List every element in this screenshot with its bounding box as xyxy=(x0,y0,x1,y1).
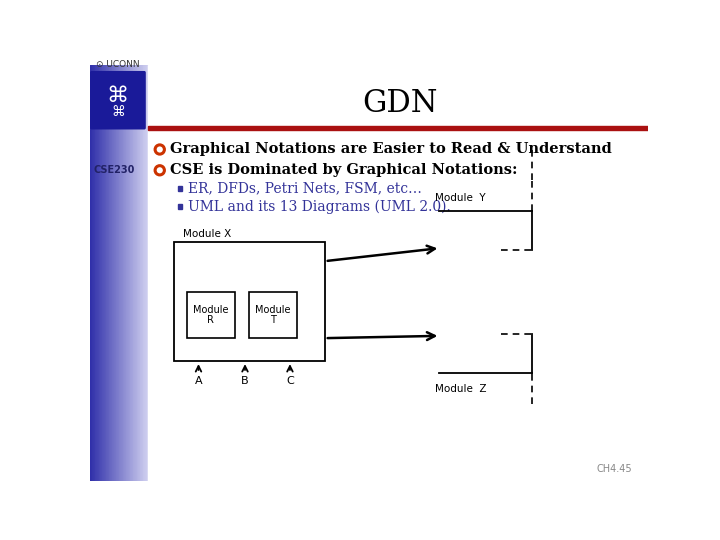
Text: A: A xyxy=(194,376,202,386)
Text: Module: Module xyxy=(193,306,229,315)
Bar xyxy=(92,65,93,481)
Bar xyxy=(109,65,110,481)
Text: C: C xyxy=(286,376,294,386)
Bar xyxy=(147,65,148,481)
Bar xyxy=(137,65,138,481)
Bar xyxy=(113,65,114,481)
Text: ⌘: ⌘ xyxy=(107,86,129,106)
Bar xyxy=(103,65,104,481)
Text: ⌘: ⌘ xyxy=(111,105,125,119)
Text: UML and its 13 Diagrams (UML 2.0).: UML and its 13 Diagrams (UML 2.0). xyxy=(188,199,451,214)
FancyBboxPatch shape xyxy=(90,71,145,130)
Bar xyxy=(140,65,141,481)
Bar xyxy=(178,204,182,209)
Bar xyxy=(127,65,128,481)
Text: Module  Y: Module Y xyxy=(435,193,485,204)
Bar xyxy=(136,65,137,481)
Bar xyxy=(129,65,130,481)
Bar xyxy=(174,242,325,361)
Bar xyxy=(148,126,648,130)
Text: Module: Module xyxy=(255,306,291,315)
Text: R: R xyxy=(207,315,215,326)
Bar xyxy=(112,65,113,481)
Bar xyxy=(91,65,92,481)
Bar xyxy=(134,65,135,481)
Bar xyxy=(96,65,97,481)
Bar xyxy=(93,65,94,481)
Bar xyxy=(135,65,136,481)
Bar xyxy=(187,292,235,338)
Bar xyxy=(108,65,109,481)
Bar xyxy=(102,65,103,481)
Bar xyxy=(98,65,99,481)
Bar xyxy=(132,65,133,481)
Bar xyxy=(249,292,297,338)
Bar xyxy=(106,65,107,481)
Text: Graphical Notations are Easier to Read & Understand: Graphical Notations are Easier to Read &… xyxy=(170,143,611,157)
Text: CH4.45: CH4.45 xyxy=(597,464,632,475)
Bar xyxy=(125,65,126,481)
Bar xyxy=(90,65,91,481)
Text: Module X: Module X xyxy=(183,229,231,239)
Bar xyxy=(143,65,144,481)
Bar xyxy=(123,65,124,481)
Bar xyxy=(122,65,123,481)
Bar xyxy=(100,65,101,481)
Bar xyxy=(130,65,131,481)
Text: ⊙ UCONN: ⊙ UCONN xyxy=(96,60,140,70)
Bar xyxy=(116,65,117,481)
Bar xyxy=(118,65,119,481)
Bar xyxy=(139,65,140,481)
Bar xyxy=(144,65,145,481)
Text: GDN: GDN xyxy=(362,88,438,119)
Bar xyxy=(104,65,106,481)
Bar xyxy=(126,65,127,481)
Bar xyxy=(99,65,100,481)
Bar xyxy=(121,65,122,481)
Text: CSE230: CSE230 xyxy=(93,165,135,176)
Bar xyxy=(131,65,132,481)
Bar xyxy=(119,65,120,481)
Text: Module  Z: Module Z xyxy=(435,383,487,394)
Bar xyxy=(111,65,112,481)
Bar xyxy=(110,65,111,481)
Text: T: T xyxy=(270,315,276,326)
Bar xyxy=(101,65,102,481)
Bar xyxy=(120,65,121,481)
Bar xyxy=(141,65,142,481)
Bar xyxy=(128,65,129,481)
Bar xyxy=(97,65,98,481)
Bar xyxy=(133,65,134,481)
Text: CSE is Dominated by Graphical Notations:: CSE is Dominated by Graphical Notations: xyxy=(170,163,518,177)
Bar xyxy=(117,65,118,481)
Bar xyxy=(124,65,125,481)
Bar xyxy=(114,65,116,481)
Bar xyxy=(107,65,108,481)
Bar xyxy=(148,65,648,481)
Bar xyxy=(138,65,139,481)
Bar xyxy=(94,65,96,481)
Text: ER, DFDs, Petri Nets, FSM, etc…: ER, DFDs, Petri Nets, FSM, etc… xyxy=(188,182,421,196)
Bar xyxy=(178,186,182,191)
Text: B: B xyxy=(241,376,249,386)
Bar xyxy=(142,65,143,481)
Bar xyxy=(145,65,147,481)
